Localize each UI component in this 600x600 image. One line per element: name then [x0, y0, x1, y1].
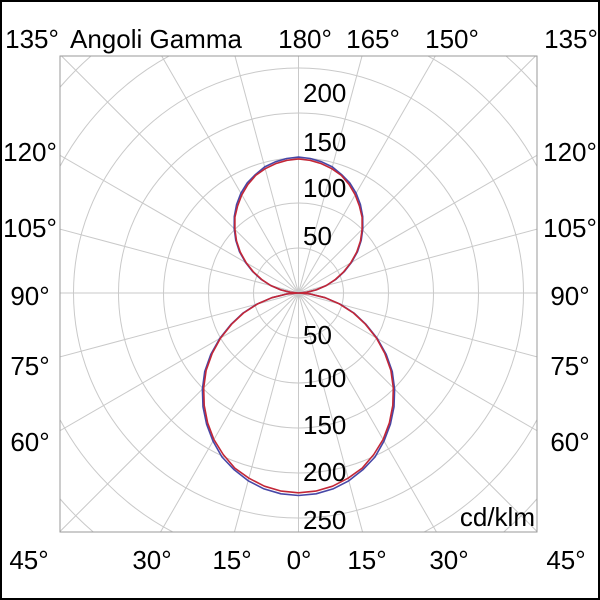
angle-tick-left: 90° — [10, 281, 50, 311]
angle-tick-left: 60° — [10, 427, 50, 457]
angle-tick-bottom: 45° — [546, 545, 586, 575]
angle-grid-line — [234, 56, 299, 294]
angle-tick-bottom: 30° — [429, 545, 469, 575]
angle-tick-right: 120° — [543, 137, 597, 167]
angle-grid-line — [298, 292, 537, 532]
angle-grid-line — [60, 292, 299, 532]
angle-tick-right: 90° — [550, 281, 590, 311]
radial-grid-circle — [118, 112, 479, 474]
unit-label: cd/klm — [459, 502, 535, 532]
angle-grid-line — [60, 228, 299, 294]
angle-tick-right: 60° — [550, 427, 590, 457]
radial-grid-circle — [253, 247, 344, 339]
angle-grid-line — [233, 292, 299, 532]
angle-grid-line — [298, 56, 436, 294]
angle-grid-line — [298, 154, 537, 294]
angle-grid-line — [298, 292, 438, 532]
angle-grid-line — [298, 292, 364, 532]
angle-grid-line — [298, 228, 537, 294]
radial-tick-above: 150 — [303, 127, 347, 157]
angle-tick-right: 105° — [543, 213, 597, 243]
angle-tick-left: 105° — [3, 213, 57, 243]
radial-tick-below: 50 — [303, 320, 332, 350]
radial-grid-circle — [208, 202, 389, 384]
angle-grid-line — [161, 56, 299, 294]
angle-tick-top: 150° — [425, 24, 479, 54]
chart-title: Angoli Gamma — [70, 24, 242, 54]
angle-tick-top: 180° — [278, 24, 332, 54]
angle-grid-line — [298, 292, 537, 358]
curve-red-path — [202, 158, 395, 494]
angle-tick-bottom: 15° — [212, 545, 252, 575]
radial-grid-circle — [73, 67, 524, 519]
radial-tick-above: 200 — [303, 78, 347, 108]
angle-tick-top: 135° — [5, 24, 59, 54]
radial-tick-below: 150 — [303, 410, 347, 440]
angle-tick-bottom: 45° — [9, 545, 49, 575]
radial-tick-below: 250 — [303, 505, 347, 535]
angle-grid-line — [60, 292, 299, 358]
angle-grid-line — [60, 56, 299, 294]
angle-tick-bottom: 15° — [347, 545, 387, 575]
radial-tick-below: 100 — [303, 363, 347, 393]
radial-tick-above: 100 — [303, 173, 347, 203]
angle-tick-bottom: 0° — [286, 545, 312, 575]
angle-tick-top: 165° — [346, 24, 400, 54]
angle-grid-line — [159, 292, 299, 532]
angle-grid-line — [60, 292, 299, 432]
angle-grid-line — [298, 56, 537, 294]
angle-grid-line — [60, 154, 299, 294]
angle-tick-left: 120° — [3, 137, 57, 167]
angle-grid-line — [298, 292, 537, 432]
angle-tick-right: 75° — [550, 351, 590, 381]
angle-grid-line — [298, 56, 363, 294]
angle-tick-left: 75° — [10, 351, 50, 381]
radial-tick-above: 50 — [303, 221, 332, 251]
angle-tick-bottom: 30° — [132, 545, 172, 575]
radial-tick-below: 200 — [303, 457, 347, 487]
plot-border — [59, 55, 538, 533]
radial-grid-circle — [163, 157, 434, 429]
angle-tick-top: 135° — [544, 24, 598, 54]
